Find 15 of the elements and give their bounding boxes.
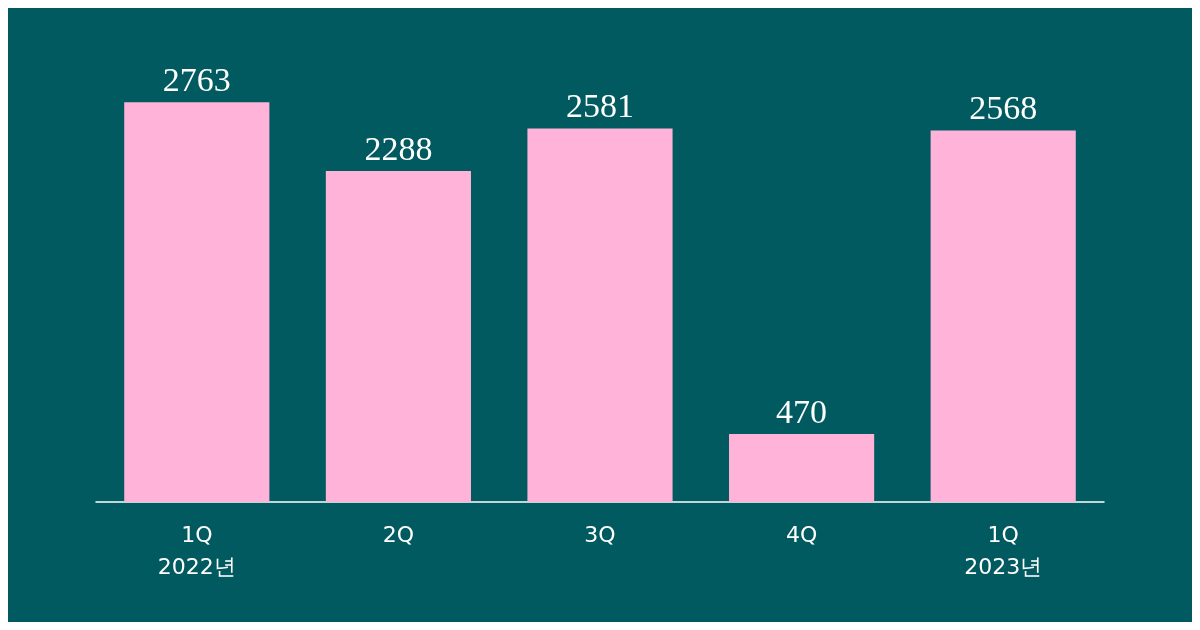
data-label: 2288	[364, 129, 433, 167]
data-label: 2763	[162, 60, 231, 98]
bar	[930, 130, 1076, 502]
data-label: 2581	[566, 87, 634, 125]
bar	[729, 434, 875, 502]
bar	[527, 128, 673, 502]
x-tick-label: 2Q	[382, 521, 415, 547]
x-tick-label: 3Q	[584, 521, 616, 547]
x-tick-label: 1Q 2022년	[157, 521, 236, 579]
bar	[124, 102, 270, 502]
x-tick-label: 1Q 2023년	[964, 521, 1043, 579]
data-label: 2568	[969, 89, 1038, 126]
bar	[325, 171, 471, 502]
x-tick-label: 4Q	[785, 521, 818, 547]
data-label: 470	[776, 392, 828, 430]
